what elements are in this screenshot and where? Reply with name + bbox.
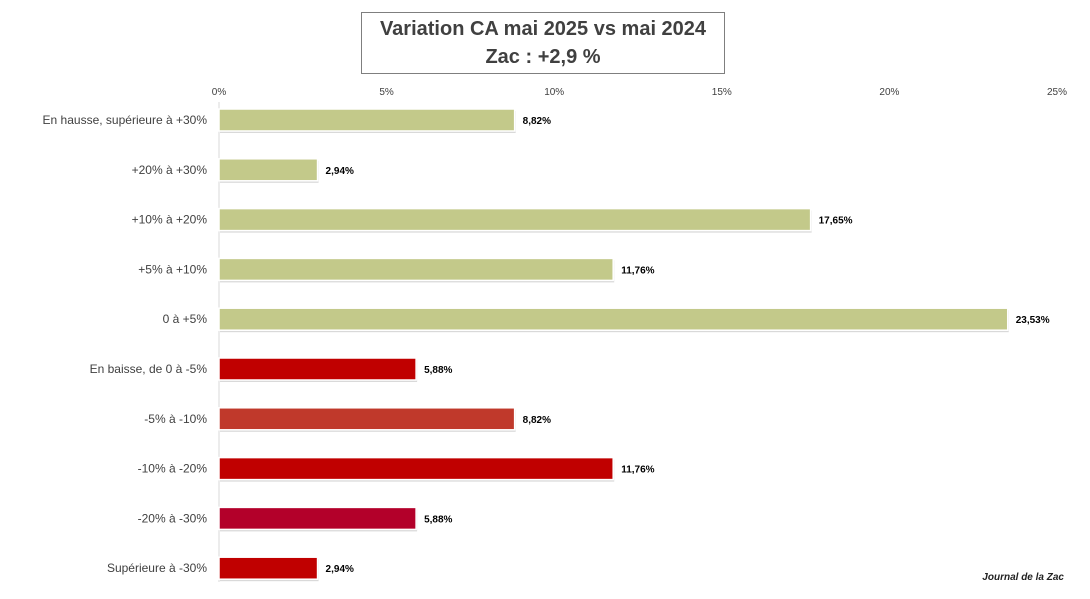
x-tick-label: 5% [379, 87, 394, 98]
bar [218, 257, 614, 282]
chart-title-box: Variation CA mai 2025 vs mai 2024 Zac : … [361, 12, 725, 74]
data-label: 8,82% [523, 415, 551, 426]
x-tick-label: 15% [712, 87, 732, 98]
data-label: 17,65% [819, 216, 853, 227]
category-label: En hausse, supérieure à +30% [43, 113, 208, 127]
bar [218, 158, 319, 182]
category-label: -20% à -30% [138, 511, 208, 525]
data-label: 8,82% [523, 116, 551, 127]
data-label: 5,88% [424, 365, 452, 376]
bar [218, 556, 319, 580]
category-label: +20% à +30% [132, 163, 208, 177]
data-label: 23,53% [1016, 315, 1050, 326]
x-tick-label: 25% [1047, 87, 1067, 98]
chart-subtitle: Zac : +2,9 % [485, 46, 601, 68]
credit-label: Journal de la Zac [982, 572, 1064, 583]
bar [218, 456, 614, 481]
category-label: 0 à +5% [163, 312, 208, 326]
category-label: -10% à -20% [138, 462, 208, 476]
bar [218, 357, 417, 381]
x-tick-label: 0% [212, 87, 227, 98]
data-label: 5,88% [424, 514, 452, 525]
data-label: 11,76% [621, 465, 654, 476]
category-label: +10% à +20% [132, 213, 208, 227]
data-label: 11,76% [621, 265, 654, 276]
data-label: 2,94% [326, 166, 354, 177]
category-label: En baisse, de 0 à -5% [90, 362, 208, 376]
bar [218, 407, 516, 431]
x-tick-label: 10% [544, 87, 564, 98]
category-label: -5% à -10% [144, 412, 207, 426]
chart-title: Variation CA mai 2025 vs mai 2024 [379, 18, 707, 40]
data-label: 2,94% [326, 564, 354, 575]
x-tick-label: 20% [879, 87, 899, 98]
bar [218, 108, 516, 132]
category-label: Supérieure à -30% [107, 561, 207, 575]
bar [218, 506, 417, 531]
bar [218, 307, 1009, 331]
category-label: +5% à +10% [138, 262, 207, 276]
bar [218, 207, 812, 232]
